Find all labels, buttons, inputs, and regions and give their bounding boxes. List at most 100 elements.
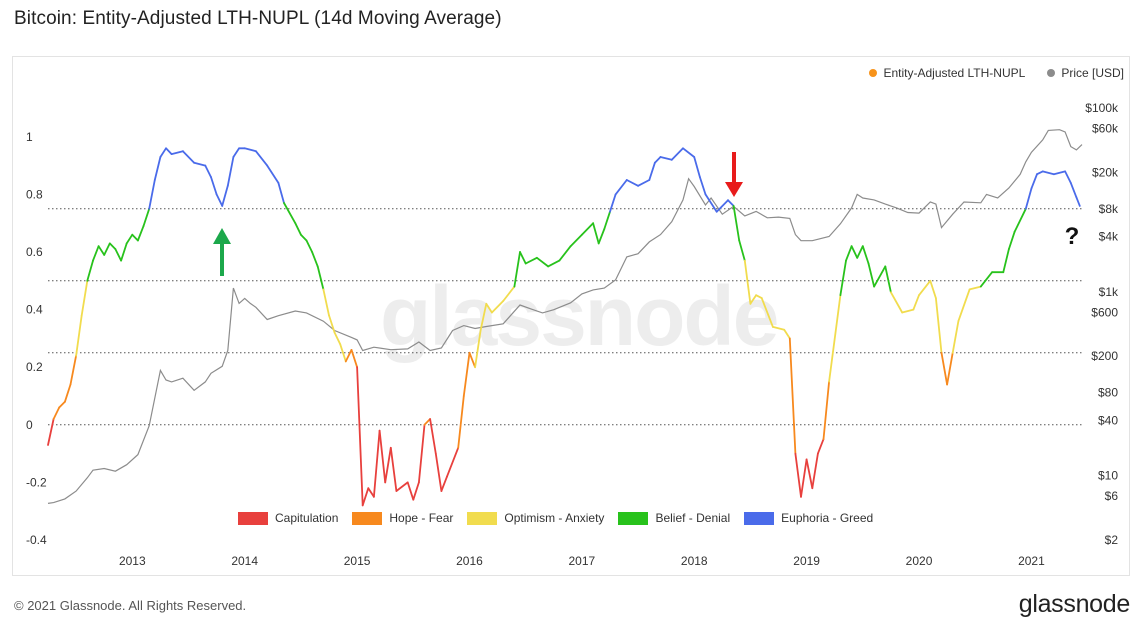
price-series <box>47 129 1083 504</box>
nupl-segment <box>125 233 134 245</box>
y-right-tick-label: $10 <box>1098 469 1118 483</box>
nupl-segment <box>232 147 241 158</box>
nupl-segment <box>52 406 61 420</box>
nupl-segment <box>940 351 948 386</box>
nupl-segment <box>468 351 477 369</box>
x-tick-label: 2021 <box>1018 554 1045 568</box>
nupl-segment <box>901 308 915 314</box>
legend-label: Price [USD] <box>1061 66 1124 80</box>
nupl-segment <box>1002 248 1010 274</box>
y-right-tick-label: $20k <box>1092 165 1119 179</box>
legend-item-hope-fear[interactable]: Hope - Fear <box>352 511 453 525</box>
nupl-segment <box>625 179 639 187</box>
nupl-segment <box>1069 181 1078 199</box>
nupl-segment <box>957 288 971 323</box>
nupl-segment <box>828 294 842 383</box>
nupl-segment <box>614 179 628 196</box>
nupl-segment <box>406 481 415 501</box>
chart-frame <box>12 56 1130 576</box>
legend-item-price[interactable]: Price [USD] <box>1047 66 1124 80</box>
nupl-segment <box>738 239 746 262</box>
nupl-segment <box>558 245 572 262</box>
y-tick-label: 0 <box>26 418 33 432</box>
nupl-segment <box>637 179 651 187</box>
nupl-segment <box>479 302 488 331</box>
nupl-segment <box>120 242 128 262</box>
legend-item-belief-denial[interactable]: Belief - Denial <box>618 511 730 525</box>
footer-copyright: © 2021 Glassnode. All Rights Reserved. <box>14 598 247 613</box>
nupl-segment <box>328 314 336 334</box>
y-tick-label: 0.4 <box>26 303 43 317</box>
nupl-segment <box>502 285 516 302</box>
legend-swatch-icon <box>618 511 649 525</box>
x-tick-label: 2020 <box>906 554 933 568</box>
legend-item-nupl[interactable]: Entity-Adjusted LTH-NUPL <box>869 66 1025 80</box>
nupl-segment <box>153 156 162 181</box>
nupl-segment <box>254 150 269 167</box>
nupl-segment <box>92 245 100 262</box>
nupl-segment <box>159 147 167 158</box>
nupl-segment <box>333 331 342 346</box>
nupl-segment <box>968 285 982 291</box>
nupl-segment <box>131 233 139 242</box>
nupl-segment <box>243 147 257 153</box>
y-axis-right: $100k $60k $20k $8k $4k $1k $600 $200 $80 $40 $10 $… <box>1085 101 1119 547</box>
nupl-segment <box>890 291 904 314</box>
glassnode-logo[interactable]: glassnode <box>1018 590 1131 618</box>
y-right-tick-label: $40 <box>1098 413 1118 427</box>
nupl-segment <box>951 320 960 354</box>
y-tick-label: 0.2 <box>26 360 43 374</box>
nupl-segment <box>682 147 696 158</box>
nupl-segment <box>648 161 656 181</box>
nupl-segment <box>283 202 297 225</box>
nupl-segment <box>395 481 409 492</box>
nupl-segment <box>1024 187 1033 210</box>
nupl-segment <box>788 337 797 455</box>
nupl-segment <box>794 452 802 498</box>
legend-item-optimism-anxiety[interactable]: Optimism - Anxiety <box>467 511 604 525</box>
nupl-segment <box>372 429 381 498</box>
nupl-segment <box>389 446 398 492</box>
nupl-segment <box>80 279 89 317</box>
x-tick-label: 2016 <box>456 554 483 568</box>
nupl-segment <box>884 265 892 294</box>
legend-label: Euphoria - Greed <box>781 511 874 525</box>
nupl-segment <box>654 156 662 164</box>
nupl-segment <box>1030 173 1038 190</box>
price-line <box>47 129 1083 504</box>
nupl-segment <box>305 239 314 253</box>
legend-swatch-icon <box>352 511 383 525</box>
nupl-segment <box>805 458 814 490</box>
nupl-segment <box>165 147 173 156</box>
nupl-series <box>47 147 1081 507</box>
legend-swatch-icon <box>744 511 775 525</box>
nupl-segment <box>210 176 218 196</box>
y-axis-left: 1 0.8 0.6 0.4 0.2 0 -0.2 -0.4 <box>26 130 47 547</box>
nupl-segment <box>1075 196 1081 207</box>
nupl-segment <box>193 161 207 167</box>
nupl-segment <box>592 222 600 245</box>
nupl-segment <box>772 325 786 331</box>
nupl-segment <box>873 265 887 288</box>
red-arrow-icon <box>725 152 743 197</box>
y-right-tick-label: $60k <box>1092 121 1119 135</box>
nupl-segment <box>817 438 825 455</box>
nupl-segment <box>839 259 847 297</box>
nupl-segment <box>699 176 707 196</box>
nupl-segment <box>462 351 471 397</box>
nupl-segment <box>215 193 224 207</box>
x-axis: 2013 2014 2015 2016 2017 2018 2019 2020 2021 <box>119 554 1045 568</box>
nupl-segment <box>69 354 77 386</box>
nupl-segment <box>519 251 527 265</box>
legend-item-capitulation[interactable]: Capitulation <box>238 511 338 525</box>
nupl-segment <box>1064 170 1072 184</box>
nupl-segment <box>935 297 943 354</box>
nupl-segment <box>743 259 752 305</box>
nupl-segment <box>822 380 830 441</box>
y-tick-label: -0.2 <box>26 475 47 489</box>
legend-dot-icon <box>1047 69 1056 77</box>
nupl-segment <box>434 452 443 492</box>
legend-item-euphoria-greed[interactable]: Euphoria - Greed <box>744 511 873 525</box>
y-right-tick-label: $2 <box>1105 533 1119 547</box>
